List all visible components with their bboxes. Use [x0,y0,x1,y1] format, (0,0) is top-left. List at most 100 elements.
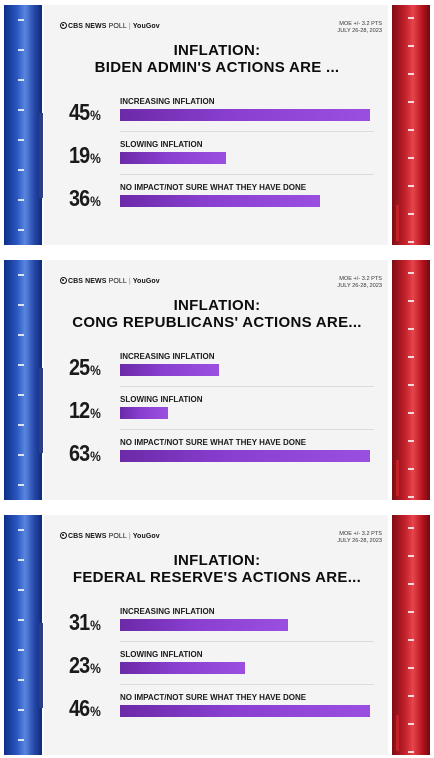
chart-title-line: INFLATION: [173,297,261,314]
blue-stripe [4,5,42,245]
poll-card: CBS NEWS POLL | YouGov MOE +/- 3.2 PTS JULY … [46,5,388,245]
percentage-value: 23 [69,652,90,678]
bar-row: 12% SLOWING INFLATION [46,395,388,425]
percentage-label: 31% [69,609,110,636]
row-divider [120,684,374,685]
percentage-label: 19% [69,142,110,169]
brand-logo: CBS NEWS POLL | YouGov [60,277,160,285]
red-stripe-highlight [408,515,414,755]
blue-stripe-highlight [18,515,24,755]
percent-sign: % [90,107,101,123]
brand-poll: POLL [108,533,127,540]
category-label: NO IMPACT/NOT SURE WHAT THEY HAVE DONE [120,438,307,447]
poll-panel: CBS NEWS POLL | YouGov MOE +/- 3.2 PTS JULY … [4,5,430,245]
chart-title-line: CONG REPUBLICANS' ACTIONS ARE... [72,314,362,331]
blue-accent-bar [39,368,43,453]
bar-1 [120,364,219,376]
blue-stripe [4,260,42,500]
moe-line: MOE +/- 3.2 PTS [339,276,382,282]
stripe-gap [388,260,392,500]
brand-separator: | [128,278,131,285]
brand-separator: | [128,23,131,30]
blue-stripe [4,515,42,755]
row-divider [120,429,374,430]
brand-separator: | [128,533,131,540]
red-accent-bar [396,460,399,496]
brand-poll: POLL [108,23,127,30]
percentage-label: 25% [69,354,110,381]
poll-panel: CBS NEWS POLL | YouGov MOE +/- 3.2 PTS JULY … [4,260,430,500]
row-divider [120,174,374,175]
bar-row: 23% SLOWING INFLATION [46,650,388,680]
brand-logo: CBS NEWS POLL | YouGov [60,22,160,30]
percentage-value: 63 [69,440,90,466]
chart-title: INFLATION: CONG REPUBLICANS' ACTIONS ARE.… [46,297,388,331]
cbs-eye-icon [60,277,67,284]
chart-title: INFLATION: FEDERAL RESERVE'S ACTIONS ARE.… [46,552,388,586]
red-accent-bar [396,715,399,751]
brand-partner: YouGov [132,533,160,540]
percentage-label: 36% [69,185,110,212]
red-stripe-highlight [408,5,414,245]
percentage-value: 36 [69,185,90,211]
blue-stripe-highlight [18,5,24,245]
percentage-value: 46 [69,695,90,721]
chart-title-line: BIDEN ADMIN'S ACTIONS ARE ... [94,59,340,76]
bar-2 [120,662,245,674]
percentage-label: 63% [69,440,110,467]
category-label: SLOWING INFLATION [120,140,203,149]
percent-sign: % [90,448,101,464]
bar-3 [120,195,320,207]
chart-title: INFLATION: BIDEN ADMIN'S ACTIONS ARE ... [46,42,388,76]
percentage-value: 45 [69,99,90,125]
brand-partner: YouGov [132,278,160,285]
bar-row: 45% INCREASING INFLATION [46,97,388,127]
bar-2 [120,407,168,419]
percentage-value: 31 [69,609,90,635]
category-label: SLOWING INFLATION [120,650,203,659]
percentage-label: 45% [69,99,110,126]
stripe-gap [388,5,392,245]
bar-row: 63% NO IMPACT/NOT SURE WHAT THEY HAVE DON… [46,438,388,468]
row-divider [120,641,374,642]
moe-line: JULY 26-28, 2023 [337,283,382,289]
chart-title-line: FEDERAL RESERVE'S ACTIONS ARE... [72,569,362,586]
margin-of-error: MOE +/- 3.2 PTS JULY 26-28, 2023 [337,276,382,290]
percentage-value: 12 [69,397,90,423]
margin-of-error: MOE +/- 3.2 PTS JULY 26-28, 2023 [337,21,382,35]
category-label: INCREASING INFLATION [120,607,215,616]
row-divider [120,131,374,132]
bar-1 [120,109,370,121]
percent-sign: % [90,150,101,166]
percent-sign: % [90,617,101,633]
chart-title-line: INFLATION: [173,42,261,59]
category-label: INCREASING INFLATION [120,97,215,106]
brand-logo: CBS NEWS POLL | YouGov [60,532,160,540]
brand-network: CBS NEWS [68,23,107,30]
brand-network: CBS NEWS [68,533,107,540]
poll-card: CBS NEWS POLL | YouGov MOE +/- 3.2 PTS JULY … [46,260,388,500]
percent-sign: % [90,660,101,676]
bar-row: 31% INCREASING INFLATION [46,607,388,637]
red-stripe [392,5,430,245]
bar-1 [120,619,288,631]
stripe-gap [42,5,44,245]
red-stripe-highlight [408,260,414,500]
red-accent-bar [396,205,399,241]
moe-line: JULY 26-28, 2023 [337,538,382,544]
margin-of-error: MOE +/- 3.2 PTS JULY 26-28, 2023 [337,531,382,545]
moe-line: JULY 26-28, 2023 [337,28,382,34]
chart-title-line: INFLATION: [173,552,261,569]
percentage-label: 46% [69,695,110,722]
blue-accent-bar [39,113,43,198]
percentage-label: 12% [69,397,110,424]
brand-network: CBS NEWS [68,278,107,285]
poll-card: CBS NEWS POLL | YouGov MOE +/- 3.2 PTS JULY … [46,515,388,755]
bar-row: 25% INCREASING INFLATION [46,352,388,382]
bar-row: 19% SLOWING INFLATION [46,140,388,170]
category-label: SLOWING INFLATION [120,395,203,404]
percentage-value: 25 [69,354,90,380]
percentage-label: 23% [69,652,110,679]
cbs-eye-icon [60,22,67,29]
percent-sign: % [90,703,101,719]
